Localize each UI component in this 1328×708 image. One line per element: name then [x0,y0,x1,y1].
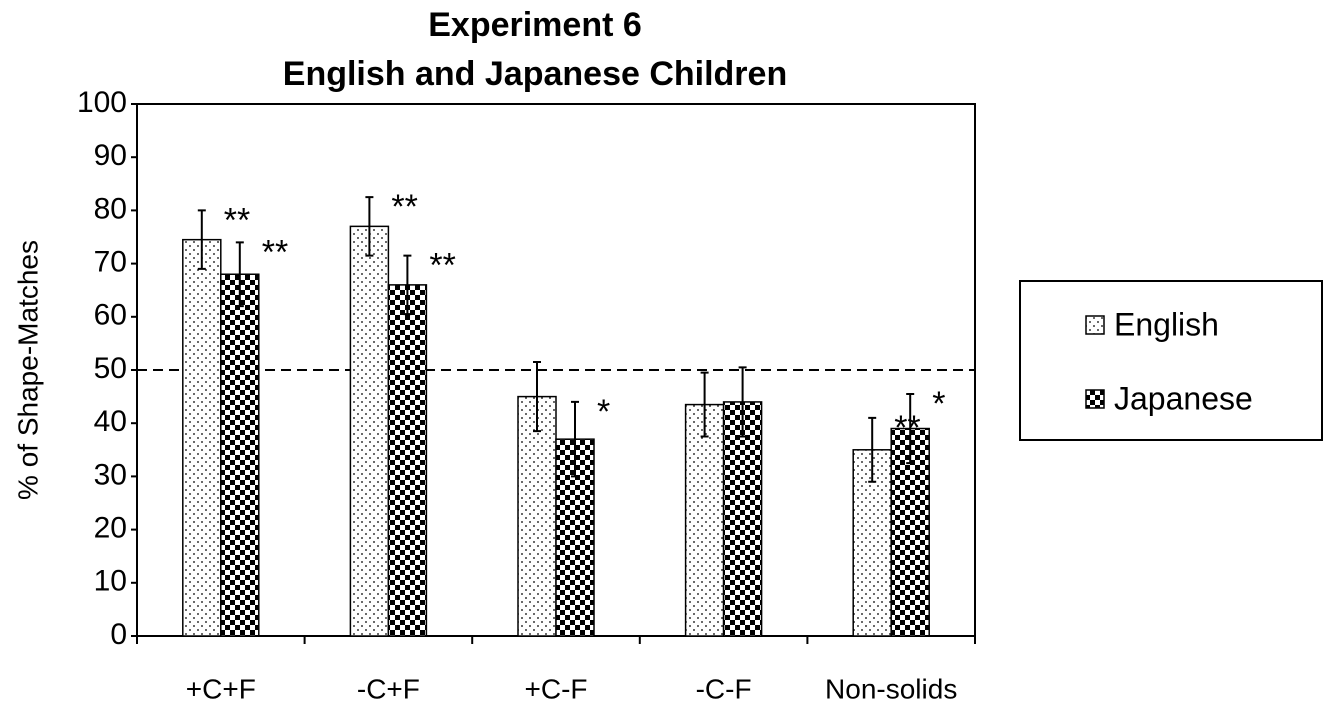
bar [349,225,390,637]
y-tick-label: 80 [94,192,127,225]
error-bar [365,196,374,257]
error-bar [906,392,915,465]
chart-subtitle: English and Japanese Children [283,55,787,93]
legend-label: Japanese [1114,380,1253,416]
x-tick-label: Non-solids [825,673,957,704]
y-axis-label: % of Shape-Matches [12,240,43,500]
bar [182,238,222,637]
error-bar [533,361,541,433]
y-tick-label: 0 [110,618,127,651]
legend-label: English [1114,306,1219,342]
y-tick-label: 40 [94,405,127,438]
y-tick-label: 100 [77,86,127,119]
y-tick-label: 10 [94,565,127,598]
y-tick-label: 90 [94,139,127,172]
significance-label: * [932,385,945,423]
error-bar [235,241,244,308]
significance-label: ** [429,247,455,285]
legend-box [1019,280,1323,441]
bar [684,403,725,637]
y-tick-label: 70 [94,246,127,279]
significance-label: * [597,393,610,431]
error-bar [403,254,412,316]
bar [517,395,557,637]
error-bar [868,416,877,483]
y-tick-label: 50 [94,352,127,385]
error-bar [700,371,709,438]
x-tick-label: +C-F [525,673,588,704]
x-tick-label: -C-F [696,673,752,704]
significance-label: ** [224,201,250,239]
error-bar [571,400,579,478]
legend-swatch [1085,315,1105,335]
error-bar [197,209,206,270]
y-tick-label: 30 [94,458,127,491]
significance-label: ** [391,188,417,226]
error-bar [738,366,747,438]
bar [387,284,428,637]
chart-title: Experiment 6 [428,6,642,44]
bar [220,273,260,637]
y-tick-label: 20 [94,512,127,545]
x-tick-label: +C+F [186,673,256,704]
legend-swatch [1085,389,1105,409]
x-tick-label: -C+F [357,673,420,704]
significance-label: ** [262,233,288,271]
y-tick-label: 60 [94,299,127,332]
